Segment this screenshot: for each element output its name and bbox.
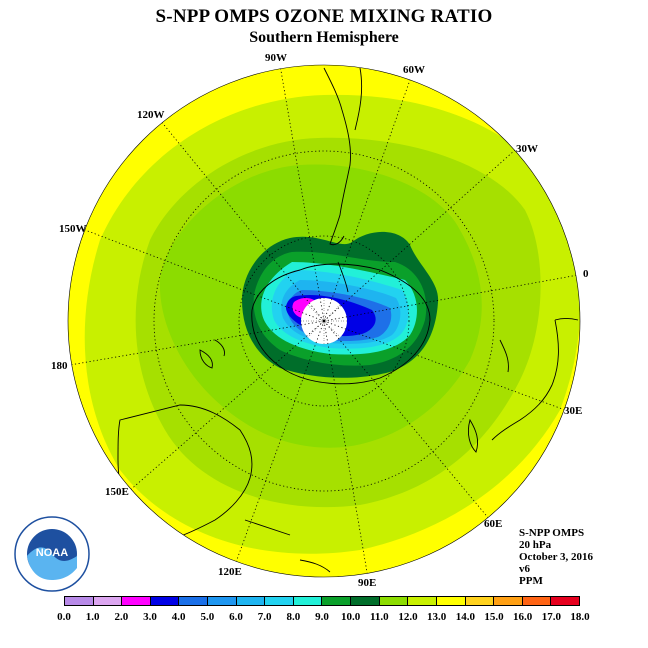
colorbar-segment [65, 597, 94, 605]
colorbar-segment [379, 597, 409, 605]
info-version: v6 [519, 563, 530, 575]
colorbar [64, 596, 580, 606]
noaa-logo-text: NOAA [36, 547, 68, 559]
colorbar-tick-label: 16.0 [513, 611, 533, 623]
colorbar-tick-label: 15.0 [484, 611, 504, 623]
colorbar-tick-label: 9.0 [315, 611, 329, 623]
colorbar-tick-label: 1.0 [85, 611, 100, 623]
colorbar-segment [208, 597, 237, 605]
lon-label-90w: 90W [265, 52, 287, 64]
map-title: S-NPP OMPS OZONE MIXING RATIO [155, 6, 493, 27]
lon-label-120w: 120W [137, 109, 165, 121]
colorbar-tick-label: 0.0 [57, 611, 71, 623]
colorbar-segment [293, 597, 323, 605]
colorbar-tick-label: 8.0 [286, 611, 301, 623]
lon-label-90e: 90E [358, 577, 377, 589]
colorbar-tick-label: 7.0 [257, 611, 272, 623]
colorbar-segment [122, 597, 151, 605]
colorbar-segment [179, 597, 209, 605]
info-level: 20 hPa [519, 539, 552, 551]
noaa-logo-icon: NOAA [14, 516, 90, 592]
colorbar-segment [265, 597, 294, 605]
colorbar-segment [150, 597, 180, 605]
lon-label-60w: 60W [403, 64, 425, 76]
colorbar-tick-label: 18.0 [570, 611, 590, 623]
colorbar-segment [408, 597, 437, 605]
colorbar-tick-label: 10.0 [341, 611, 361, 623]
colorbar-segment [436, 597, 466, 605]
colorbar-tick-label: 12.0 [398, 611, 418, 623]
lon-label-60e: 60E [484, 518, 503, 530]
meridian-lines [69, 65, 579, 577]
colorbar-tick-label: 5.0 [200, 611, 215, 623]
colorbar-tick-label: 14.0 [455, 611, 475, 623]
colorbar-tick-label: 2.0 [114, 611, 129, 623]
colorbar-segment [351, 597, 380, 605]
colorbar-tick-label: 3.0 [143, 611, 157, 623]
lon-label-150w: 150W [59, 223, 87, 235]
lon-label-30w: 30W [516, 143, 538, 155]
colorbar-segment [465, 597, 495, 605]
colorbar-segment [522, 597, 552, 605]
colorbar-tick-label: 11.0 [370, 611, 389, 623]
lon-label-120e: 120E [218, 566, 242, 578]
colorbar-tick-label: 6.0 [229, 611, 243, 623]
colorbar-tick-label: 17.0 [541, 611, 561, 623]
lon-label-180: 180 [51, 360, 68, 372]
lon-label-150e: 150E [105, 486, 129, 498]
lon-label-0: 0 [583, 268, 589, 280]
info-unit: PPM [519, 575, 543, 587]
colorbar-segment [93, 597, 123, 605]
colorbar-segment [322, 597, 352, 605]
colorbar-segment [551, 597, 579, 605]
info-instrument: S-NPP OMPS [519, 527, 585, 539]
colorbar-tick-label: 13.0 [427, 611, 447, 623]
info-date: October 3, 2016 [519, 551, 594, 563]
colorbar-tick-label: 4.0 [171, 611, 186, 623]
lon-label-30e: 30E [564, 405, 583, 417]
map-subtitle: Southern Hemisphere [249, 29, 399, 46]
colorbar-segment [236, 597, 266, 605]
colorbar-segment [494, 597, 523, 605]
